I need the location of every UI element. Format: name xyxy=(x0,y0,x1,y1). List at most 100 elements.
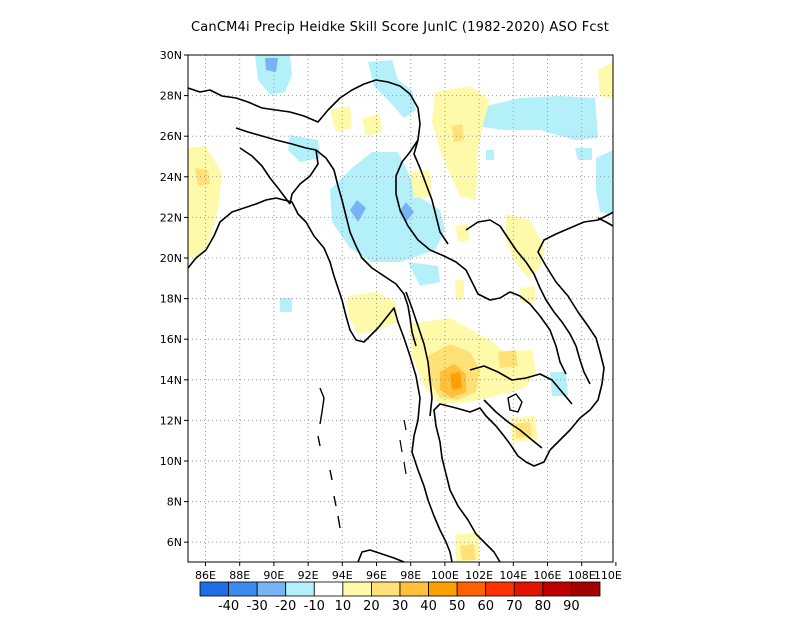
colorbar-swatch xyxy=(485,581,515,597)
positive-skill-region xyxy=(498,350,518,368)
longitude-label: 94E xyxy=(332,569,353,582)
longitude-label: 110E xyxy=(594,569,622,582)
positive-skill-region xyxy=(195,168,210,186)
border-thailand-myanmar xyxy=(405,291,433,417)
latitude-label: 14N xyxy=(160,374,182,387)
mergui-archipelago xyxy=(399,419,407,475)
positive-skill-region xyxy=(520,286,536,304)
colorbar-label: 30 xyxy=(392,599,409,614)
positive-skill-region xyxy=(410,170,432,198)
border-laos-vietnam xyxy=(465,219,591,385)
colorbar-swatch xyxy=(342,581,372,597)
longitude-label: 102E xyxy=(465,569,493,582)
colorbar-swatch xyxy=(313,581,344,597)
longitude-label: 100E xyxy=(431,569,459,582)
colorbar-label: 90 xyxy=(563,599,580,614)
graticule xyxy=(188,55,613,562)
latitude-label: 18N xyxy=(160,293,182,306)
northern-border xyxy=(187,79,449,245)
border-myanmar-china xyxy=(395,139,567,375)
latitude-axis: 30N 28N 26N 24N 22N 20N 18N 16N 14N 12N 10N 8N 6N xyxy=(160,49,188,549)
positive-skill-region xyxy=(506,214,545,278)
longitude-label: 108E xyxy=(568,569,596,582)
colorbar-swatch xyxy=(456,581,487,597)
longitude-label: 90E xyxy=(263,569,284,582)
colorbar-swatch xyxy=(571,581,601,597)
positive-skill-region xyxy=(598,62,613,98)
positive-skill-region xyxy=(348,292,398,334)
coastlines-and-borders xyxy=(187,79,614,563)
border-ne-india xyxy=(239,147,291,205)
negative-skill-region xyxy=(265,58,278,72)
longitude-label: 86E xyxy=(195,569,216,582)
border-thailand-cambodia xyxy=(469,365,573,405)
colorbar-label: 60 xyxy=(477,599,494,614)
tonle-sap-lake xyxy=(507,393,523,413)
latitude-label: 16N xyxy=(160,333,182,346)
coastline-gulf-of-thailand xyxy=(433,403,551,563)
border-india-bangladesh xyxy=(235,127,319,205)
positive-skill-region xyxy=(450,372,462,390)
map-title: CanCM4i Precip Heidke Skill Score JunIC … xyxy=(190,20,610,35)
hainan-coast xyxy=(597,217,614,227)
latitude-label: 24N xyxy=(160,171,182,184)
colorbar-swatch xyxy=(199,581,229,597)
latitude-label: 22N xyxy=(160,211,182,224)
positive-skill-region xyxy=(330,106,352,132)
longitude-label: 104E xyxy=(499,569,527,582)
negative-skill-region xyxy=(575,148,592,160)
longitude-label: 88E xyxy=(229,569,250,582)
negative-skill-region xyxy=(486,150,494,160)
colorbar-label: 70 xyxy=(506,599,523,614)
colorbar-swatch xyxy=(399,581,429,597)
colorbar-label: -30 xyxy=(247,599,268,614)
skill-shading xyxy=(188,55,613,562)
colorbar-swatch xyxy=(256,581,287,597)
colorbar-label: 40 xyxy=(420,599,437,614)
latitude-label: 6N xyxy=(167,536,182,549)
negative-skill-region xyxy=(368,60,416,118)
negative-skill-region xyxy=(330,152,445,262)
nicobar-islands xyxy=(329,469,341,529)
positive-skill-region xyxy=(515,422,532,438)
latitude-label: 30N xyxy=(160,49,182,62)
colorbar-label: -20 xyxy=(275,599,296,614)
positive-skill-region xyxy=(460,544,476,560)
colorbar: -40 -30 -20 -10 10 20 30 40 50 60 70 80 90 xyxy=(199,581,601,614)
coastline-west xyxy=(187,197,453,563)
negative-skill-region xyxy=(280,298,292,312)
coastline-vietnam xyxy=(537,211,614,451)
negative-skill-region xyxy=(408,262,440,286)
longitude-label: 98E xyxy=(400,569,421,582)
plot-area xyxy=(188,55,613,562)
colorbar-label: 80 xyxy=(535,599,552,614)
latitude-label: 20N xyxy=(160,252,182,265)
longitude-label: 106E xyxy=(534,569,562,582)
negative-skill-region xyxy=(550,372,568,396)
plot-frame xyxy=(187,54,614,563)
latitude-label: 8N xyxy=(167,496,182,509)
latitude-label: 10N xyxy=(160,455,182,468)
colorbar-swatch xyxy=(428,581,458,597)
colorbar-swatch xyxy=(285,581,315,597)
negative-skill-region xyxy=(288,135,320,162)
negative-skill-region xyxy=(596,150,613,215)
colorbar-label: -40 xyxy=(218,599,239,614)
colorbar-swatch xyxy=(513,581,544,597)
longitude-axis: 86E 88E 90E 92E 94E 96E 98E 100E 102E 104E 106E 108… xyxy=(195,562,622,582)
colorbar-swatch xyxy=(542,581,572,597)
latitude-label: 12N xyxy=(160,414,182,427)
andaman-islands xyxy=(317,387,325,447)
negative-skill-region xyxy=(470,96,598,140)
positive-skill-region xyxy=(452,124,464,142)
colorbar-swatch xyxy=(371,581,401,597)
positive-skill-region xyxy=(432,86,490,200)
latitude-label: 26N xyxy=(160,130,182,143)
positive-skill-region xyxy=(455,224,470,242)
colorbar-label: 20 xyxy=(363,599,380,614)
longitude-label: 96E xyxy=(366,569,387,582)
colorbar-label: 10 xyxy=(335,599,352,614)
positive-skill-region xyxy=(455,280,464,300)
negative-skill-region xyxy=(350,200,366,222)
